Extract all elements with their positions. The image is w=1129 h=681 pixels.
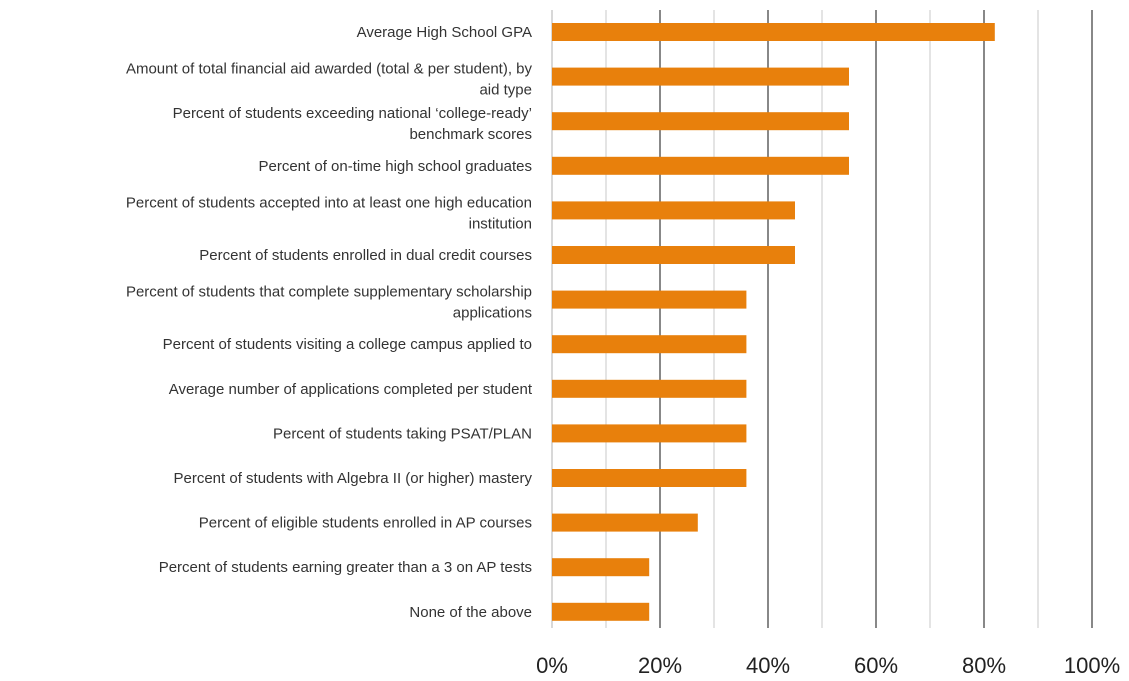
category-label: applications [453, 305, 532, 322]
x-tick-label: 60% [854, 653, 898, 678]
category-label: Percent of on-time high school graduates [259, 158, 533, 175]
bar [552, 156, 849, 175]
bar [552, 201, 795, 220]
bar [552, 67, 849, 86]
bar [552, 602, 650, 621]
category-label: Percent of students accepted into at lea… [126, 194, 532, 211]
category-label: institution [469, 215, 532, 232]
bar [552, 23, 995, 41]
bar [552, 246, 795, 264]
category-label: Percent of students exceeding national ‘… [173, 105, 532, 122]
category-label: Percent of students with Algebra II (or … [174, 470, 533, 487]
bar [552, 513, 698, 532]
bar [552, 469, 747, 487]
bar [552, 379, 747, 398]
category-label: Percent of eligible students enrolled in… [199, 515, 532, 532]
bar [552, 424, 747, 443]
category-label: Amount of total financial aid awarded (t… [126, 61, 533, 78]
x-tick-label: 100% [1064, 653, 1120, 678]
x-tick-label: 40% [746, 653, 790, 678]
x-tick-label: 20% [638, 653, 682, 678]
bar [552, 335, 747, 354]
x-tick-label: 80% [962, 653, 1006, 678]
category-label: None of the above [409, 604, 532, 621]
category-label: Percent of students earning greater than… [159, 559, 532, 576]
category-label: Percent of students enrolled in dual cre… [199, 247, 532, 264]
category-label: Percent of students taking PSAT/PLAN [273, 425, 532, 442]
category-label: Percent of students visiting a college c… [163, 336, 532, 353]
bar [552, 112, 849, 131]
category-label: benchmark scores [409, 126, 532, 143]
category-label: aid type [479, 82, 532, 99]
bar [552, 558, 650, 577]
category-label: Percent of students that complete supple… [126, 284, 532, 301]
x-tick-label: 0% [536, 653, 568, 678]
bar [552, 290, 747, 309]
category-label: Average number of applications completed… [169, 381, 533, 398]
category-label: Average High School GPA [357, 24, 532, 41]
